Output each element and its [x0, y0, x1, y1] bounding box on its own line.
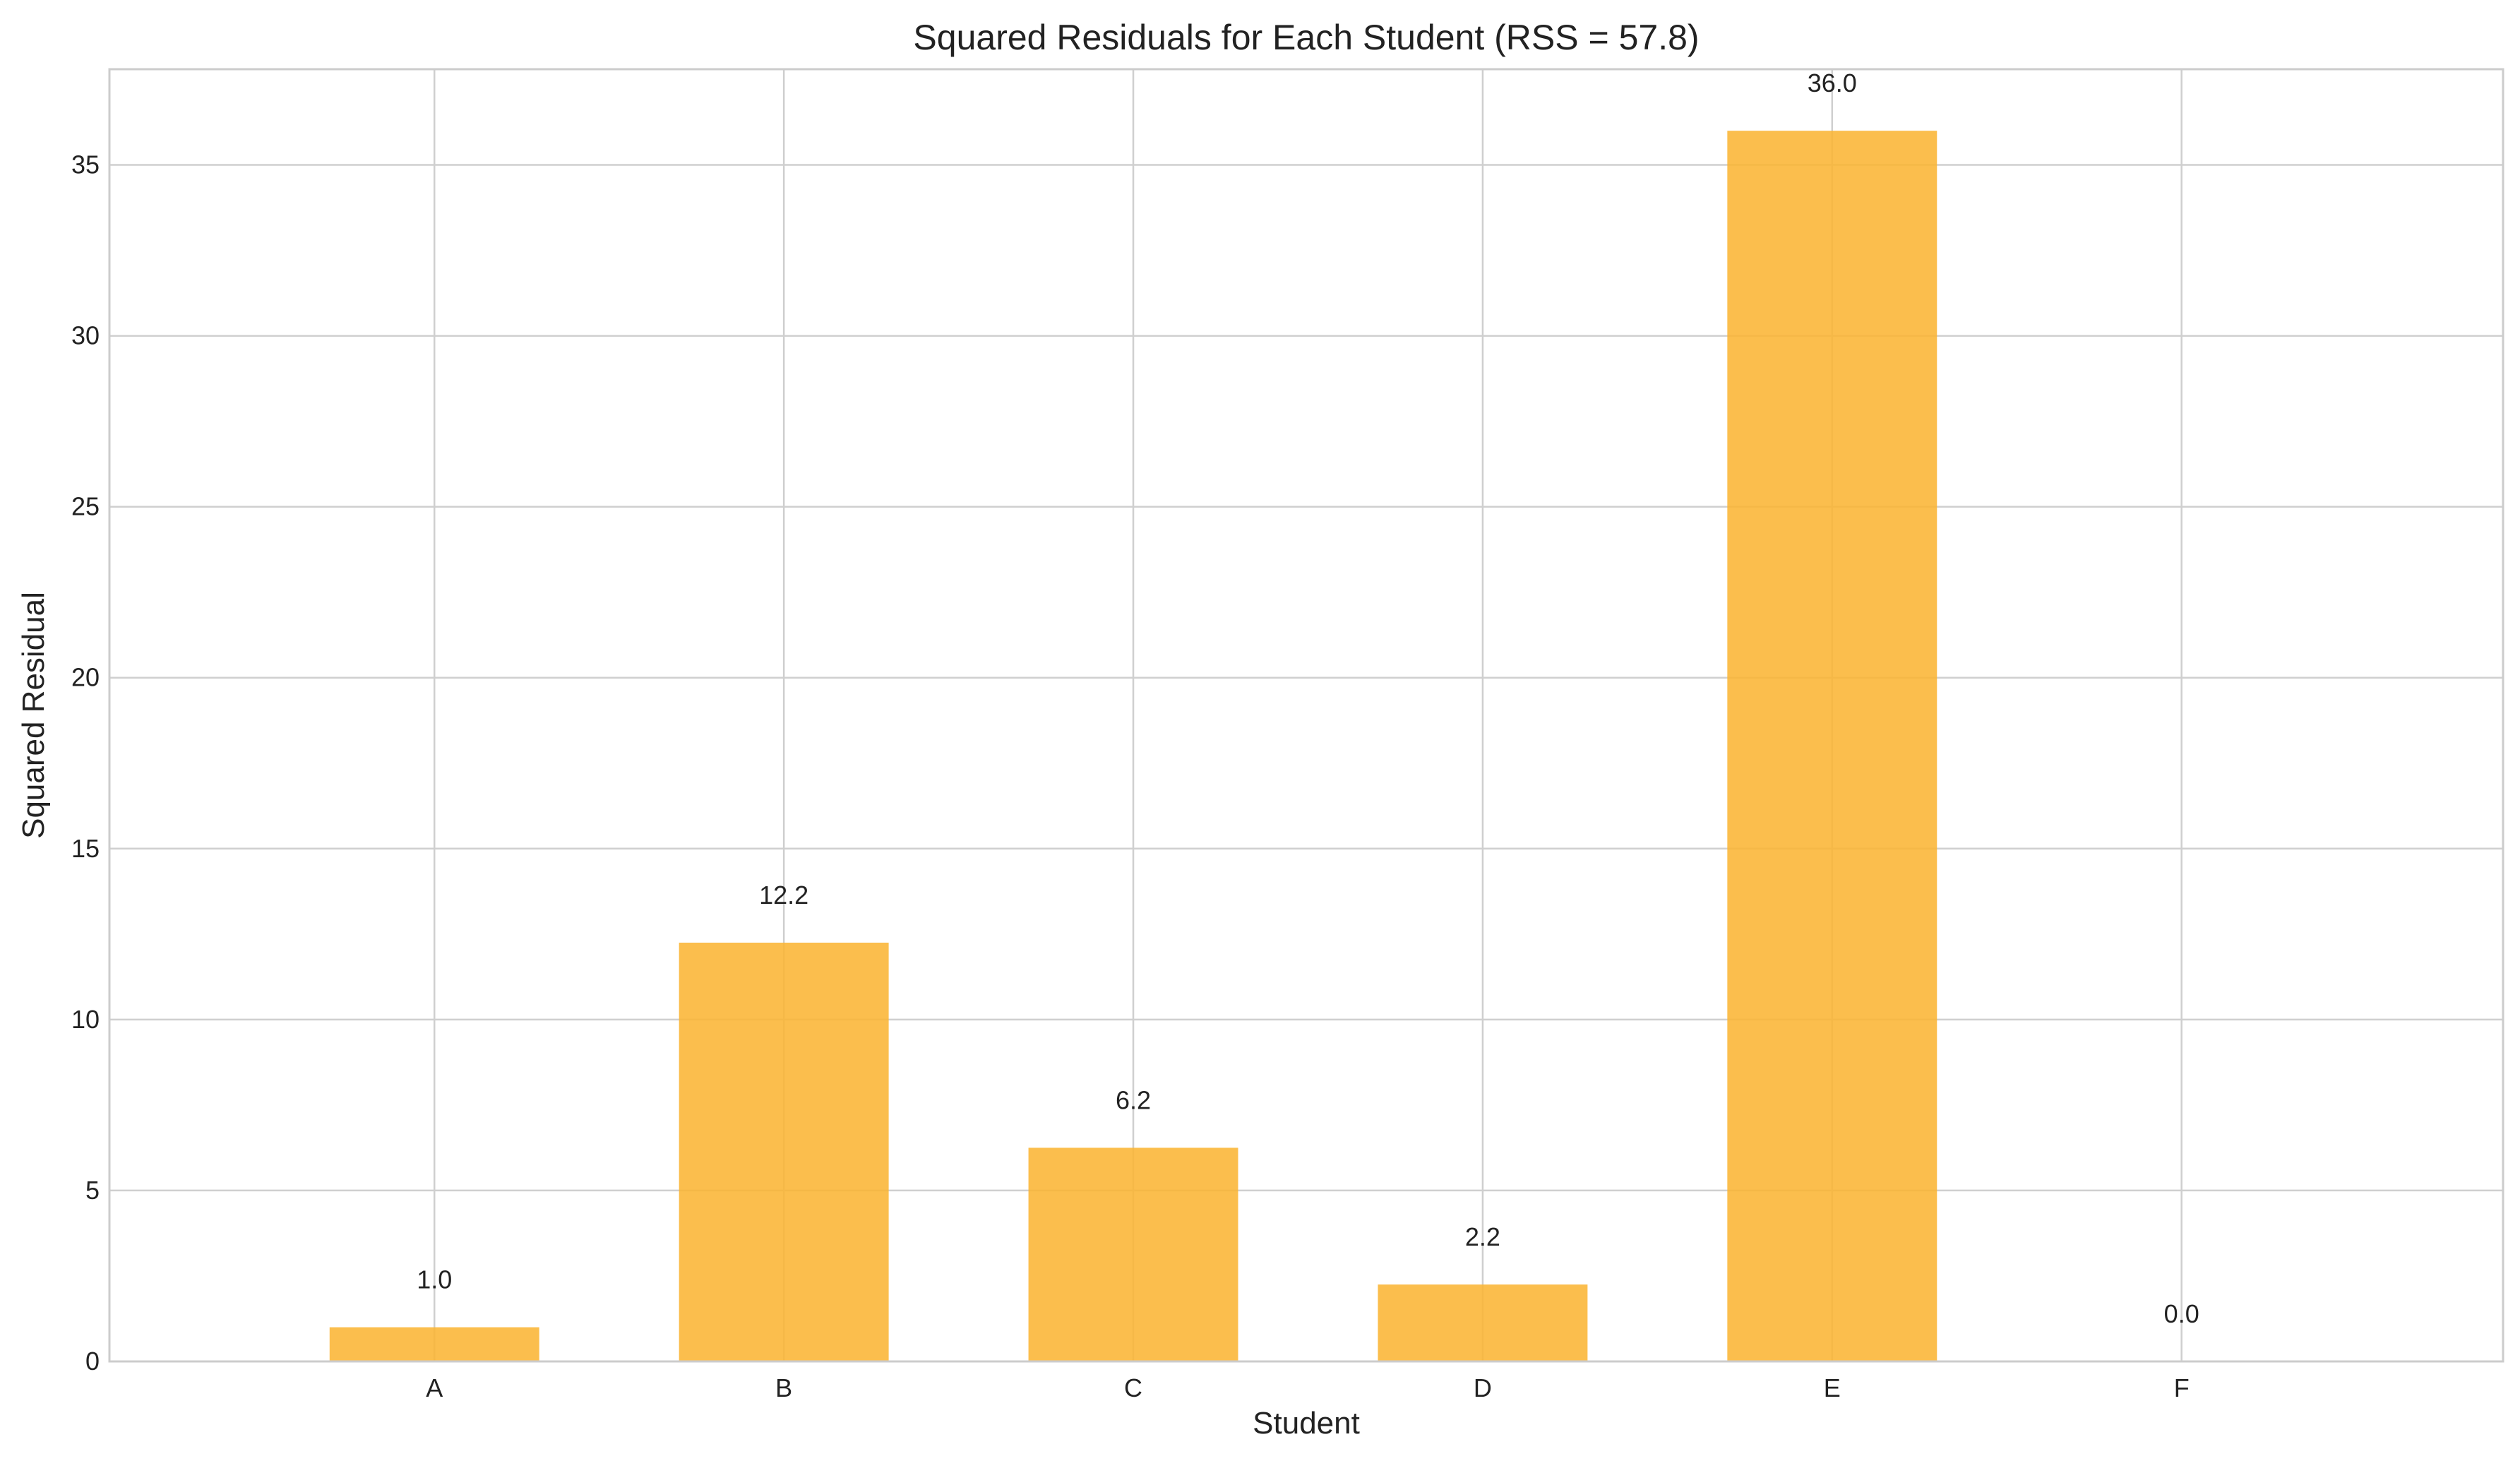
plot-frame: [108, 68, 2504, 1363]
y-tick-label: 0: [85, 1347, 100, 1376]
bar-A: [329, 1327, 539, 1361]
data-label: 12.2: [759, 881, 808, 910]
data-label: 36.0: [1808, 68, 1857, 97]
y-tick-labels: 0 5 10 15 20 25 30 35: [71, 150, 100, 1376]
y-tick-label: 20: [71, 663, 100, 692]
bar-series: [329, 131, 1937, 1362]
bar-E: [1727, 131, 1937, 1362]
chart-title: Squared Residuals for Each Student (RSS …: [913, 18, 1699, 57]
x-tick-label: A: [426, 1373, 443, 1402]
x-tick-label: F: [2174, 1373, 2190, 1402]
horizontal-gridlines: [109, 164, 2503, 1363]
y-tick-label: 10: [71, 1005, 100, 1034]
y-tick-label: 25: [71, 492, 100, 521]
y-tick-label: 30: [71, 321, 100, 350]
bar-B: [679, 942, 889, 1361]
y-axis-label: Squared Residual: [16, 592, 51, 839]
data-label: 2.2: [1465, 1222, 1500, 1251]
x-axis-label: Student: [1253, 1406, 1360, 1441]
bar-C: [1028, 1147, 1238, 1361]
bar-D: [1378, 1284, 1588, 1361]
x-tick-label: E: [1824, 1373, 1841, 1402]
data-label: 6.2: [1116, 1085, 1151, 1114]
x-tick-label: D: [1474, 1373, 1492, 1402]
data-label: 0.0: [2164, 1299, 2199, 1328]
y-tick-label: 35: [71, 150, 100, 179]
y-tick-label: 15: [71, 834, 100, 863]
x-tick-label: C: [1124, 1373, 1142, 1402]
bar-data-labels: 1.0 12.2 6.2 2.2 36.0 0.0: [417, 68, 2199, 1328]
y-tick-label: 5: [85, 1176, 100, 1205]
x-tick-labels: A B C D E F: [426, 1373, 2189, 1402]
x-tick-label: B: [775, 1373, 792, 1402]
data-label: 1.0: [417, 1265, 452, 1294]
